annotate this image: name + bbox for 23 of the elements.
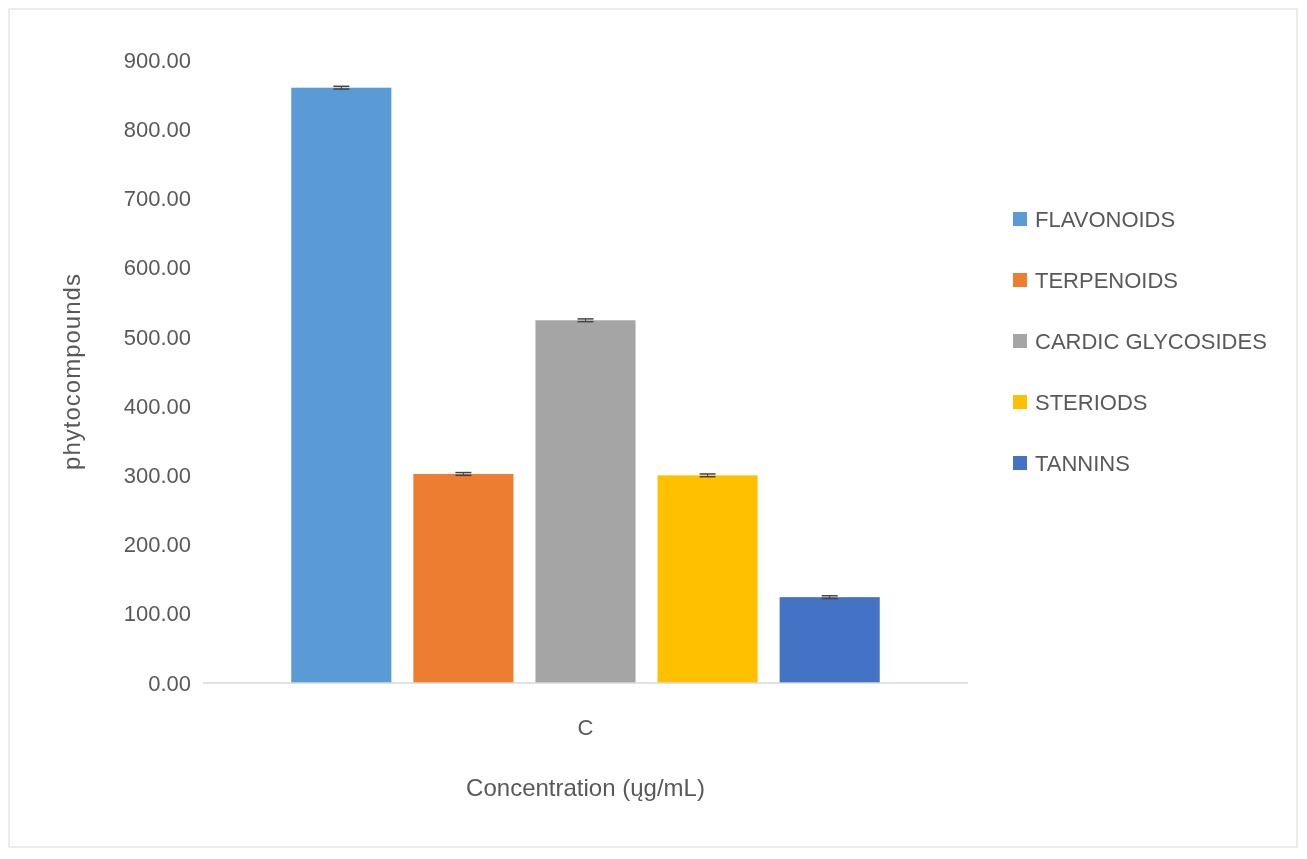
x-axis-title: Concentration (ųg/mL) xyxy=(466,774,705,801)
bar xyxy=(779,597,880,683)
legend-label: TANNINS xyxy=(1035,450,1130,476)
bar xyxy=(535,320,636,683)
bar xyxy=(291,87,392,683)
legend-label: TERPENOIDS xyxy=(1035,267,1179,293)
y-tick-label: 100.00 xyxy=(123,601,191,627)
y-tick-label: 200.00 xyxy=(123,532,191,558)
y-tick-label: 500.00 xyxy=(123,324,191,350)
bar xyxy=(413,473,514,683)
x-tick-label: C xyxy=(577,715,594,740)
y-axis-title: phytocompounds xyxy=(58,273,85,470)
y-tick-label: 800.00 xyxy=(123,116,191,142)
y-tick-label: 0.00 xyxy=(148,670,191,696)
legend-label: FLAVONOIDS xyxy=(1035,206,1176,232)
legend-label: CARDIC GLYCOSIDES xyxy=(1035,328,1267,354)
y-tick-label: 300.00 xyxy=(123,463,191,489)
y-tick-label: 900.00 xyxy=(123,47,191,73)
bar xyxy=(657,475,758,683)
y-tick-label: 400.00 xyxy=(123,393,191,419)
legend-label: STERIODS xyxy=(1035,389,1148,415)
y-tick-label: 600.00 xyxy=(123,255,191,281)
y-tick-label: 700.00 xyxy=(123,186,191,212)
